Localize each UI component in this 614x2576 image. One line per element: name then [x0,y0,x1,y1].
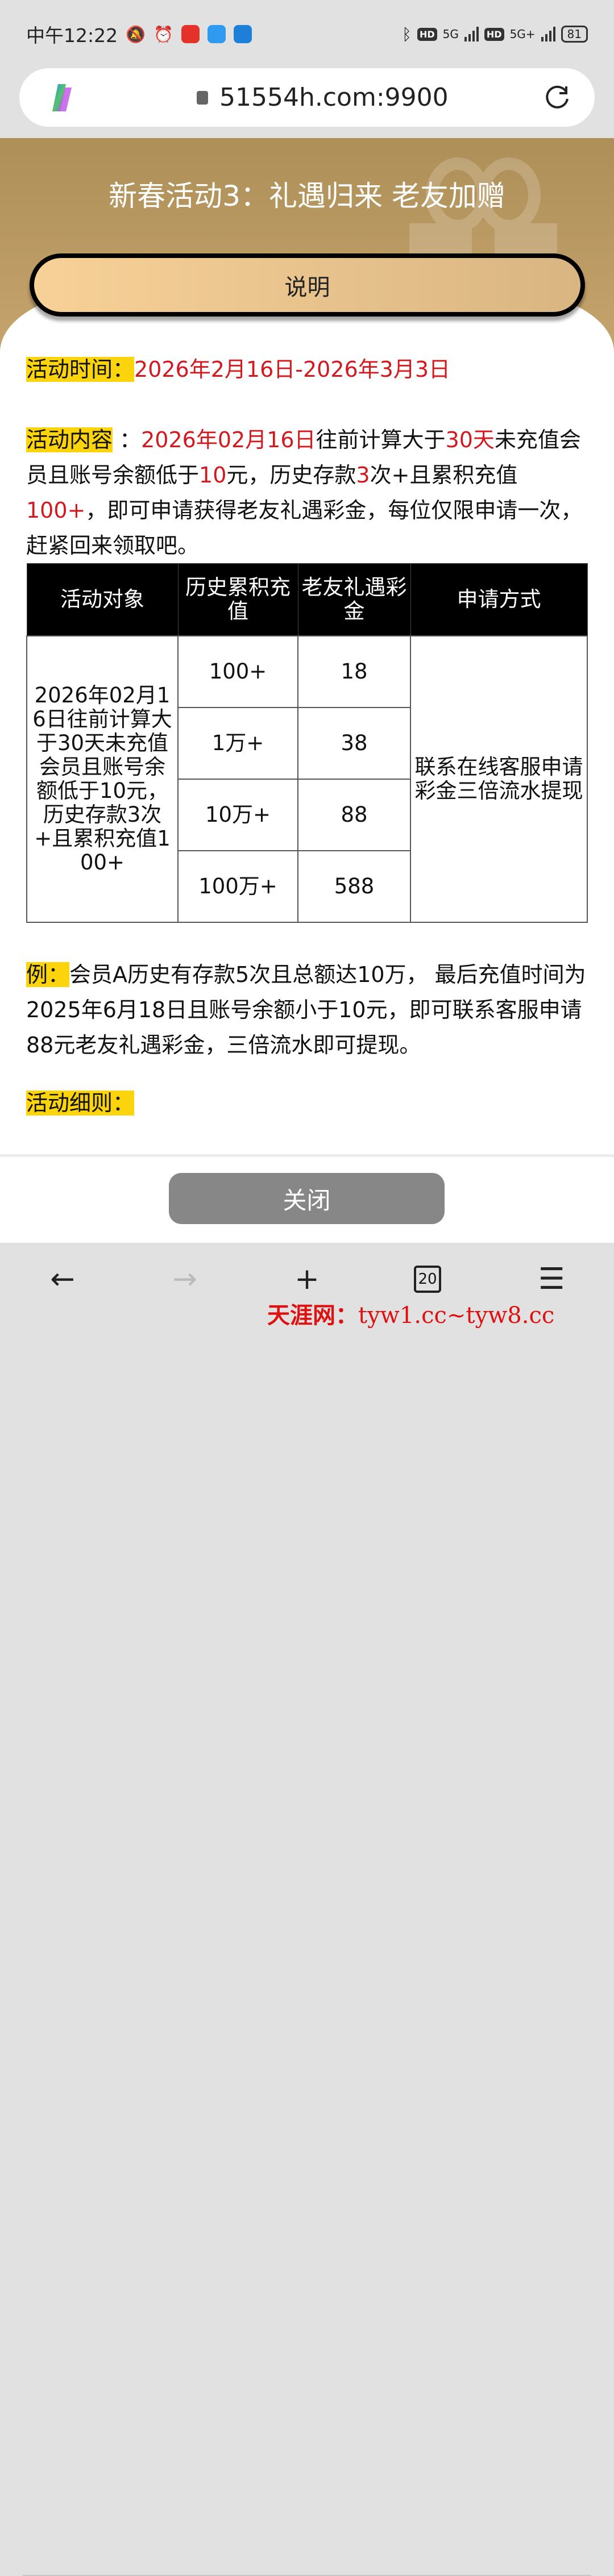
hd-icon: HD [417,27,437,41]
bonus-cell: 588 [297,850,411,923]
description-text: 元，历史存款 [226,463,356,488]
mute-icon: 🔕 [126,24,146,44]
explain-button[interactable]: 说明 [30,253,585,317]
copilot-logo-icon [52,84,72,111]
activity-time-label: 活动时间： [26,357,135,382]
close-button[interactable]: 关闭 [169,1173,445,1224]
example-text: 会员A历史有存款5次且总额达10万， 最后充值时间为2025年6月18日且账号余… [26,962,586,1058]
header-deposit: 历史累积充值 [177,563,298,636]
bonus-cell: 18 [297,635,411,708]
alarm-icon: ⏰ [153,24,173,44]
signal-icon [464,27,479,41]
rules-label: 活动细则： [26,1090,135,1116]
description-text: 往前计算大于 [316,427,446,452]
activity-description: 活动内容 ：2026年02月16日往前计算大于30天未充值会员且账号余额低于10… [26,422,589,563]
deposit-cell: 10万+ [177,778,298,851]
description-text: 次+且累积充值 [370,463,518,488]
highlight-text: 2026年02月16日 [141,427,316,452]
example: 例：会员A历史有存款5次且总额达10万， 最后充值时间为2025年6月18日且账… [26,957,589,1063]
table-row: 2026年02月16日往前计算大于30天未充值会员且账号余额低于10元，历史存款… [26,635,588,923]
tabs-button[interactable]: 20 [414,1266,441,1293]
status-bar: 中午12:22 🔕 ⏰ ᛒ HD 5G HD 5G+ 81 [0,0,614,68]
lock-icon [197,90,208,105]
table-row: 100万+ 588 [27,850,587,923]
status-time: 中午12:22 [26,24,118,47]
target-cell: 2026年02月16日往前计算大于30天未充值会员且账号余额低于10元，历史存款… [26,635,179,923]
header-target: 活动对象 [26,563,179,636]
table-row: 10万+ 88 [27,778,587,851]
dialog-footer: 关闭 [0,1157,614,1243]
network-label-2: 5G+ [509,27,536,41]
reload-icon[interactable] [542,83,572,113]
description-text: 未充值会员且账号余额低于 [26,427,581,488]
rules: 活动细则： [26,1085,589,1121]
bonus-table: 活动对象 历史累积充值 老友礼遇彩金 申请方式 2026年02月16日往前计算大… [26,563,588,923]
activity-content-label: 活动内容 [26,427,113,452]
browser-nav-bar: ← → + 20 ☰ [0,1243,614,2576]
activity-time-value: 2026年2月16日-2026年3月3日 [134,357,451,382]
highlight-text: 3 [356,463,370,488]
new-tab-icon[interactable]: + [294,1262,320,1296]
activity-time: 活动时间：2026年2月16日-2026年3月3日 [26,352,589,387]
deposit-cell: 100万+ [177,850,298,923]
watermark-name: 天涯网： [267,1302,358,1329]
bonus-cell: 38 [297,706,411,780]
watermark: 天涯网：tyw1.cc~tyw8.cc [267,1301,554,1330]
method-cell: 联系在线客服申请彩金三倍流水提现 [410,635,588,923]
menu-icon[interactable]: ☰ [538,1262,565,1296]
header-bonus: 老友礼遇彩金 [297,563,411,636]
highlight-text: 30天 [445,427,495,452]
url-text[interactable]: 51554h.com:9900 [219,83,449,112]
bonus-cell: 88 [297,778,411,851]
activity-page: 新春活动3：礼遇归来 老友加赠 说明 活动时间：2026年2月16日-2026年… [0,138,614,1154]
divider [0,1154,614,1157]
highlight-text: 10 [199,463,227,488]
address-bar[interactable]: 51554h.com:9900 [19,68,595,127]
page-title: 新春活动3：礼遇归来 老友加赠 [109,180,505,213]
table-row: 1万+ 38 [27,706,587,780]
highlight-text: 100+ [26,498,86,523]
description-text: ： [119,427,142,452]
description-text: ，即可申请获得老友礼遇彩金，每位仅限申请一次，赶紧回来领取吧。 [26,498,583,558]
activity-content: 活动时间：2026年2月16日-2026年3月3日 活动内容 ：2026年02月… [26,352,589,1121]
signal-icon-2 [541,27,555,41]
wifi-app-icon [233,25,252,43]
gift-icon [409,157,557,320]
news-app-icon [181,25,200,43]
hd-icon-2: HD [484,27,504,41]
example-label: 例： [26,962,70,987]
table-header-row: 活动对象 历史累积充值 老友礼遇彩金 申请方式 [26,563,588,636]
message-app-icon [207,25,226,43]
bluetooth-icon: ᛒ [402,24,412,44]
network-label: 5G [442,27,459,41]
deposit-cell: 100+ [177,635,298,708]
deposit-cell: 1万+ [177,706,298,780]
battery-icon: 81 [561,26,588,43]
header-method: 申请方式 [410,563,588,636]
forward-icon[interactable]: → [172,1262,197,1296]
back-icon[interactable]: ← [50,1262,75,1296]
watermark-sites: tyw1.cc~tyw8.cc [358,1302,555,1329]
